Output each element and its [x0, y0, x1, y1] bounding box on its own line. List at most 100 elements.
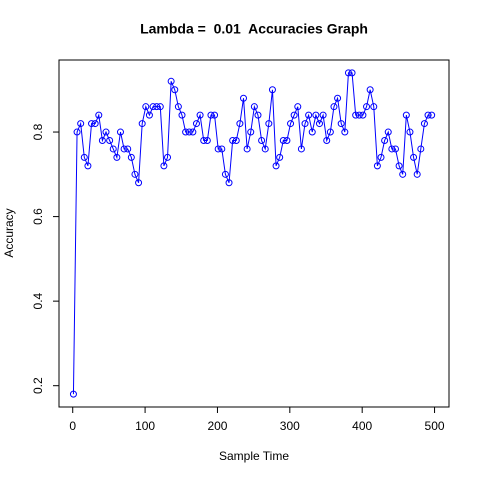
data-point	[164, 153, 172, 161]
data-point	[370, 103, 378, 111]
data-point	[297, 145, 305, 153]
data-point	[359, 111, 367, 119]
data-point	[84, 162, 92, 170]
data-point	[229, 136, 237, 144]
x-axis-label: Sample Time	[219, 449, 289, 463]
data-point	[192, 120, 200, 128]
data-point	[167, 77, 175, 85]
x-tick-label: 500	[425, 419, 445, 433]
data-point	[243, 145, 251, 153]
data-point	[160, 162, 168, 170]
data-point	[417, 145, 425, 153]
data-point	[69, 390, 77, 398]
data-point	[402, 111, 410, 119]
data-point	[109, 145, 117, 153]
x-tick-label: 0	[69, 419, 76, 433]
y-tick-label: 0.4	[31, 292, 45, 309]
data-point	[424, 111, 432, 119]
data-point	[153, 103, 161, 111]
data-point	[341, 128, 349, 136]
data-point	[323, 136, 331, 144]
data-point	[116, 128, 124, 136]
data-point	[178, 111, 186, 119]
y-axis-label: Accuracy	[2, 208, 16, 257]
data-point	[77, 120, 85, 128]
data-point	[384, 128, 392, 136]
data-point	[247, 128, 255, 136]
data-point	[334, 94, 342, 102]
data-point	[236, 120, 244, 128]
x-tick-label: 100	[135, 419, 155, 433]
data-point	[312, 111, 320, 119]
data-point	[279, 136, 287, 144]
data-point	[135, 179, 143, 187]
data-point	[315, 120, 323, 128]
x-tick-label: 300	[280, 419, 300, 433]
data-point	[399, 170, 407, 178]
data-point	[287, 120, 295, 128]
data-point	[301, 120, 309, 128]
data-point	[305, 111, 313, 119]
data-point	[203, 136, 211, 144]
y-tick-label: 0.6	[31, 208, 45, 225]
plot-frame	[58, 59, 450, 408]
data-point	[127, 153, 135, 161]
data-point	[214, 145, 222, 153]
data-point	[142, 103, 150, 111]
data-point	[156, 103, 164, 111]
data-point	[330, 103, 338, 111]
data-point	[174, 103, 182, 111]
data-point	[124, 145, 132, 153]
data-point	[225, 179, 233, 187]
data-point	[348, 69, 356, 77]
y-tick-label: 0.2	[31, 377, 45, 394]
data-point	[294, 103, 302, 111]
data-point	[276, 153, 284, 161]
data-point	[218, 145, 226, 153]
data-point	[182, 128, 190, 136]
data-point	[326, 128, 334, 136]
data-point	[272, 162, 280, 170]
data-point	[240, 94, 248, 102]
data-point	[80, 153, 88, 161]
data-point	[406, 128, 414, 136]
data-point	[363, 103, 371, 111]
data-point	[232, 136, 240, 144]
data-point	[113, 153, 121, 161]
data-point	[377, 153, 385, 161]
data-point	[145, 111, 153, 119]
data-point	[352, 111, 360, 119]
y-tick-label: 0.8	[31, 123, 45, 140]
x-tick-label: 200	[207, 419, 227, 433]
data-point	[355, 111, 363, 119]
data-point	[420, 120, 428, 128]
data-point	[366, 86, 374, 94]
data-point	[268, 86, 276, 94]
data-point	[337, 120, 345, 128]
data-point	[73, 128, 81, 136]
data-point	[185, 128, 193, 136]
data-point	[258, 136, 266, 144]
data-point	[189, 128, 197, 136]
data-point	[171, 86, 179, 94]
data-point	[106, 136, 114, 144]
data-point	[221, 170, 229, 178]
data-point	[196, 111, 204, 119]
data-point	[98, 136, 106, 144]
data-point	[207, 111, 215, 119]
data-point	[200, 136, 208, 144]
data-point	[91, 120, 99, 128]
data-point	[388, 145, 396, 153]
data-point	[283, 136, 291, 144]
data-point	[381, 136, 389, 144]
chart-title: Lambda = 0.01 Accuracies Graph	[140, 21, 368, 37]
series-line	[72, 72, 432, 395]
data-point	[319, 111, 327, 119]
data-point	[254, 111, 262, 119]
data-point	[395, 162, 403, 170]
data-point	[211, 111, 219, 119]
data-point	[308, 128, 316, 136]
